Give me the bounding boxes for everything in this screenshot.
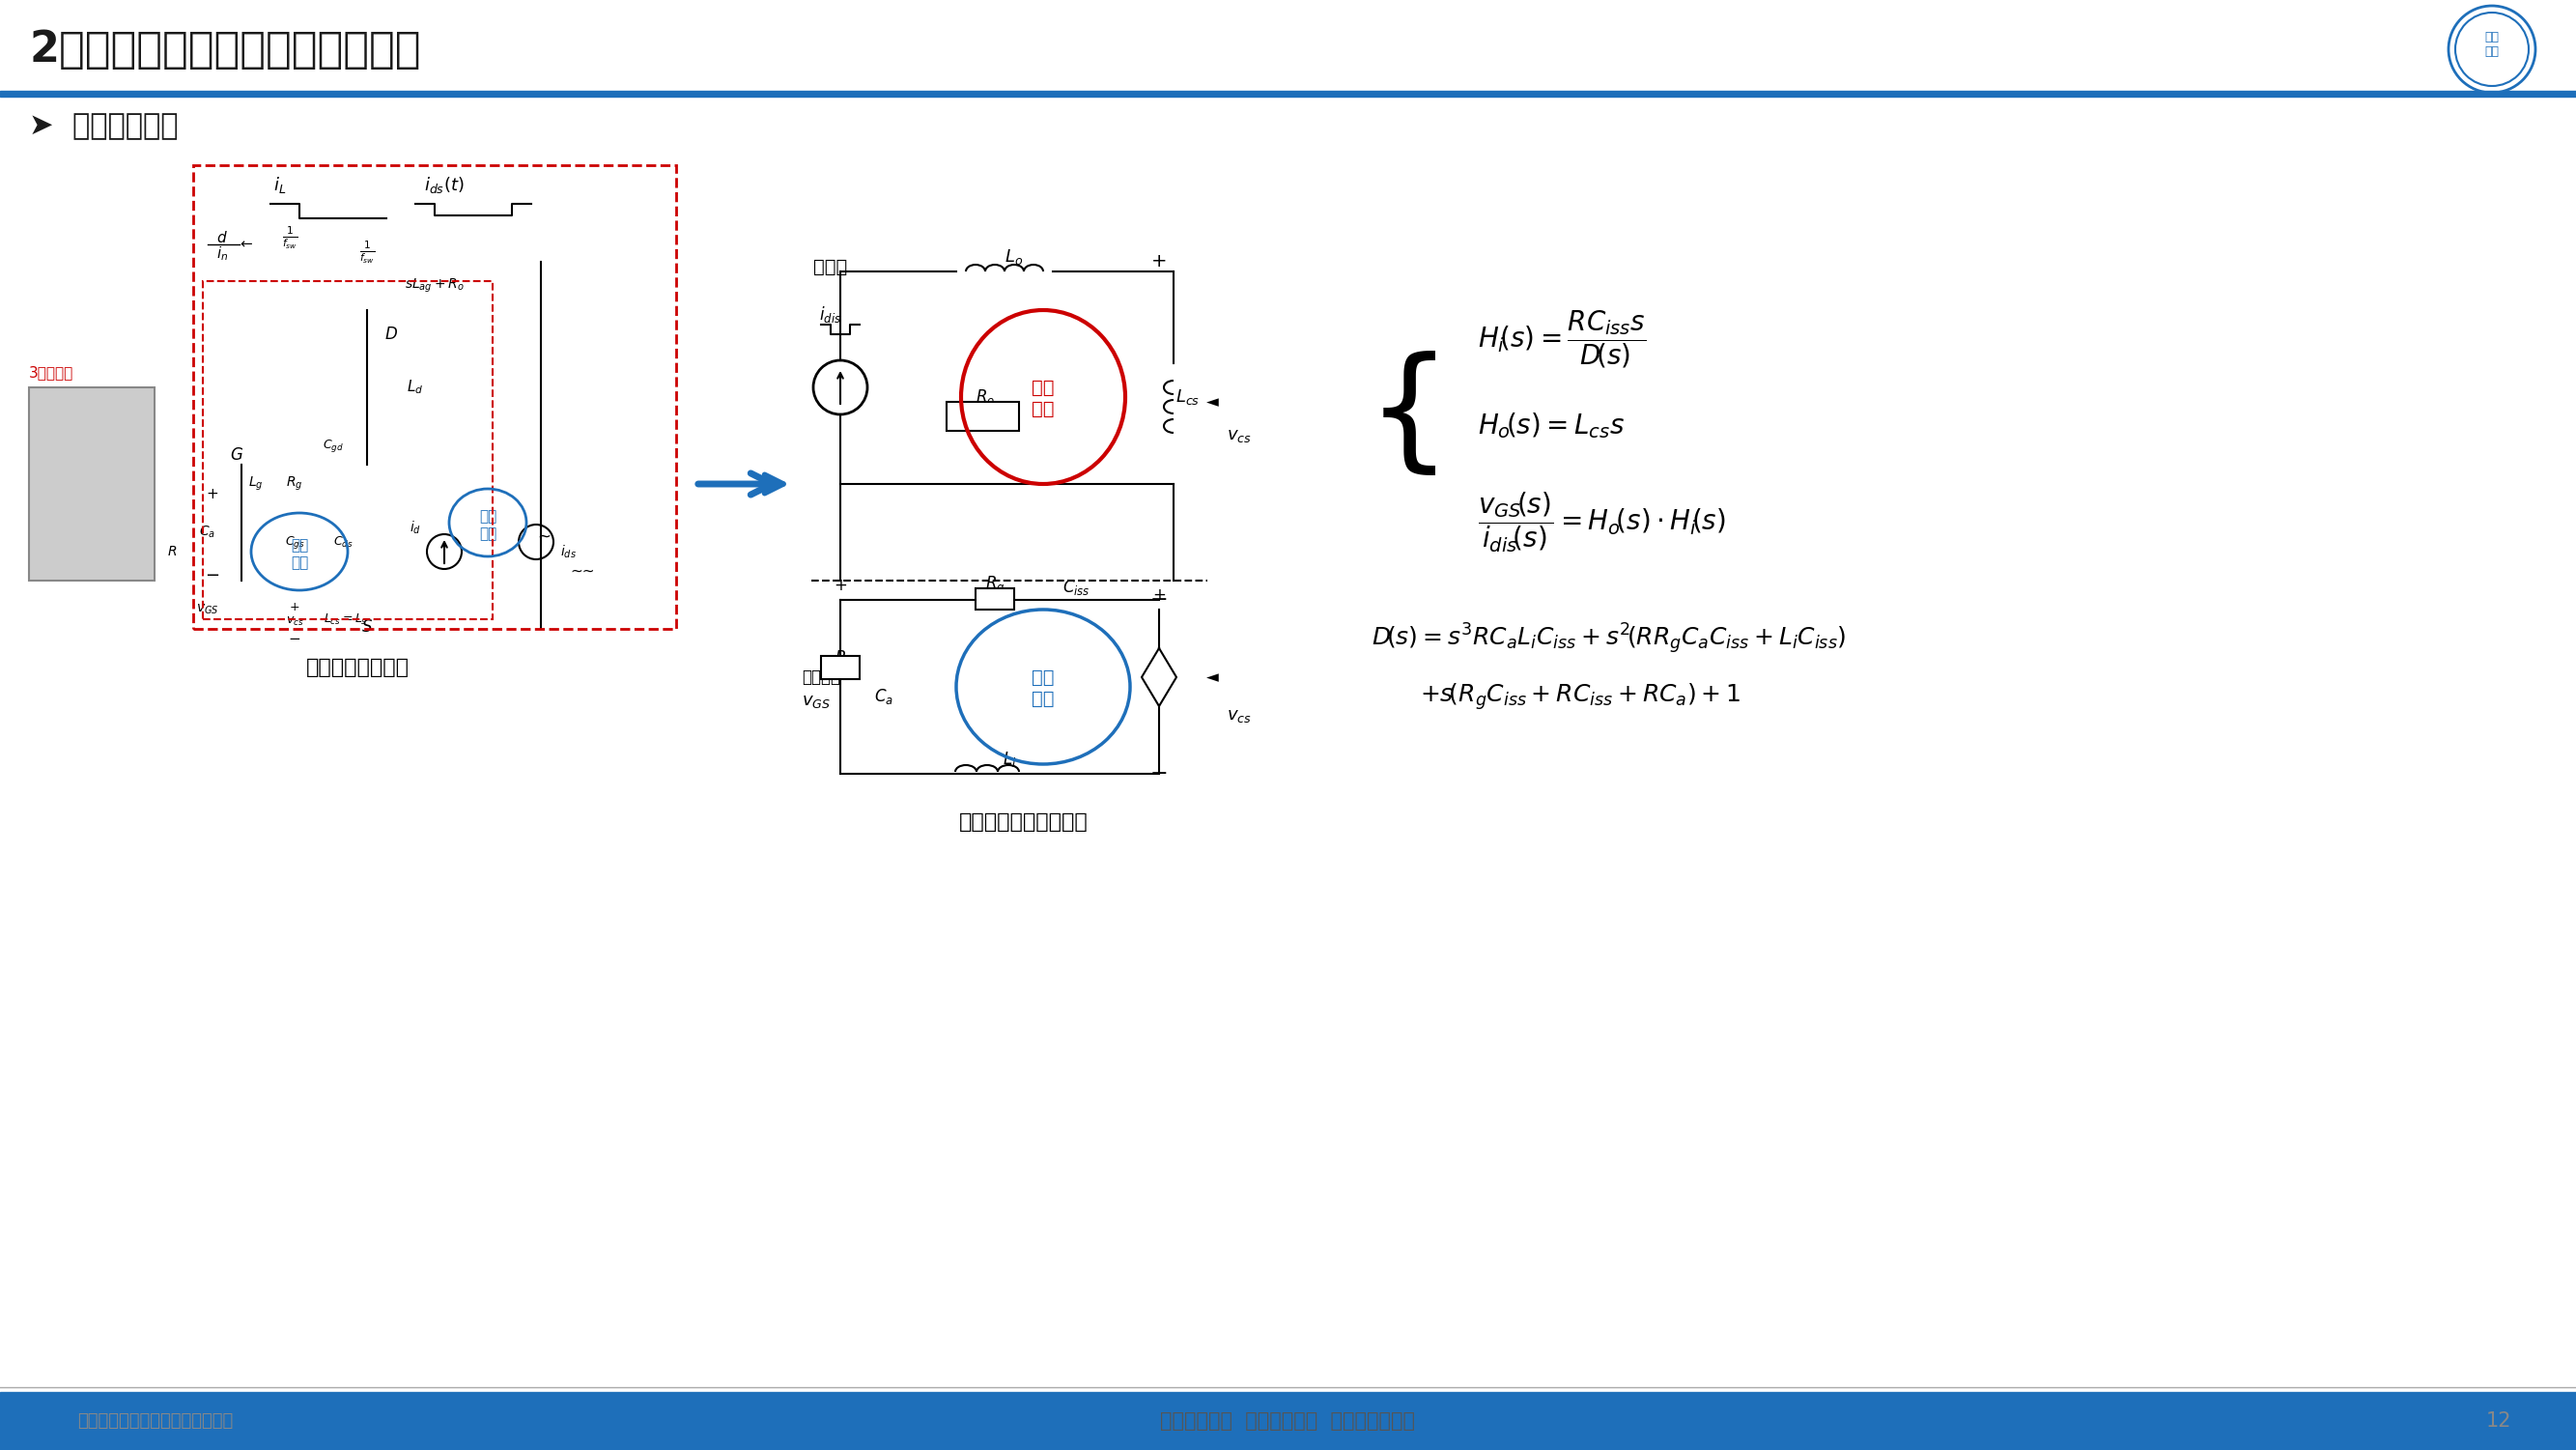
Text: $C_{gs}$: $C_{gs}$ <box>283 534 304 550</box>
Text: $R_g$: $R_g$ <box>984 574 1005 596</box>
Text: −: − <box>206 567 219 584</box>
Text: $R$: $R$ <box>835 650 845 667</box>
Text: $L_d$: $L_d$ <box>407 378 422 396</box>
Text: $C_a$: $C_a$ <box>873 687 894 706</box>
Text: $L_o$: $L_o$ <box>1005 248 1023 267</box>
Text: $L_{cs}$: $L_{cs}$ <box>1175 387 1200 406</box>
Text: $C_{ds}$: $C_{ds}$ <box>332 535 353 550</box>
Text: 3: 源极 $S$: 3: 源极 $S$ <box>28 554 75 568</box>
Text: 北京
交大: 北京 交大 <box>2486 30 2499 58</box>
Text: +: + <box>206 486 219 500</box>
Text: TO-247
package: TO-247 package <box>70 474 113 494</box>
Text: $C_{gd}$: $C_{gd}$ <box>322 436 343 454</box>
Bar <box>0 1392 2576 1450</box>
Text: $i_L$: $i_L$ <box>273 174 286 194</box>
Text: $\dfrac{v_{GS}\!\left(s\right)}{i_{dis}\!\left(s\right)}=H_o\!\left(s\right)\cdo: $\dfrac{v_{GS}\!\left(s\right)}{i_{dis}\… <box>1479 490 1726 555</box>
Text: 回路: 回路 <box>1033 689 1054 708</box>
Text: $R_o$: $R_o$ <box>976 387 994 406</box>
Text: +: + <box>1151 586 1167 603</box>
Text: ~: ~ <box>536 528 551 545</box>
Text: 回路: 回路 <box>1033 399 1054 418</box>
Text: 回路: 回路 <box>291 555 309 570</box>
Text: $C_a$: $C_a$ <box>198 525 216 541</box>
Text: $D$: $D$ <box>384 326 397 344</box>
Text: 干扰路径等效模型: 干扰路径等效模型 <box>307 658 410 677</box>
Text: −: − <box>1149 764 1167 783</box>
Text: $L_g$: $L_g$ <box>247 476 263 493</box>
Text: 中国电工技术学会新媒体平台发布: 中国电工技术学会新媒体平台发布 <box>77 1412 232 1430</box>
Text: $i_{ds}(t)$: $i_{ds}(t)$ <box>425 174 464 194</box>
Text: $i_d$: $i_d$ <box>410 519 420 536</box>
Text: −: − <box>1149 590 1167 609</box>
Text: 1: 栅极 $G$: 1: 栅极 $G$ <box>28 516 75 529</box>
Text: 3引脚封装: 3引脚封装 <box>28 365 75 380</box>
Bar <box>976 589 1015 609</box>
Text: $H_i\!\left(s\right)=\dfrac{RC_{iss}s}{D\!\left(s\right)}$: $H_i\!\left(s\right)=\dfrac{RC_{iss}s}{D… <box>1479 309 1646 370</box>
Text: 功率: 功率 <box>479 509 497 523</box>
Text: 干扰源: 干扰源 <box>814 258 848 276</box>
Text: ◄: ◄ <box>1206 393 1218 410</box>
Text: $\{$: $\{$ <box>1365 352 1435 481</box>
Text: +: + <box>289 602 299 613</box>
Text: $v_{cs}$: $v_{cs}$ <box>1226 426 1252 444</box>
Bar <box>822 655 860 679</box>
Text: $i_{ds}$: $i_{ds}$ <box>559 544 577 560</box>
Text: $i_{dis}$: $i_{dis}$ <box>819 304 842 325</box>
Bar <box>28 387 155 580</box>
Text: 解耦简化后的等效电路: 解耦简化后的等效电路 <box>958 812 1090 832</box>
Text: $v_{GS}$: $v_{GS}$ <box>801 693 829 710</box>
Text: ➤  脉冲电流干扰: ➤ 脉冲电流干扰 <box>28 113 178 141</box>
Text: $\frac{1}{f_{sw}}$: $\frac{1}{f_{sw}}$ <box>358 239 374 265</box>
Text: $\frac{1}{f_{sw}}$: $\frac{1}{f_{sw}}$ <box>281 225 299 251</box>
Text: $H_o\!\left(s\right)=L_{cs}s$: $H_o\!\left(s\right)=L_{cs}s$ <box>1479 412 1625 441</box>
Text: $v_{GS}$: $v_{GS}$ <box>196 603 219 616</box>
Text: $D\!\left(s\right)=s^3RC_aL_iC_{iss}+s^2\!\left(RR_gC_aC_{iss}+L_iC_{iss}\right): $D\!\left(s\right)=s^3RC_aL_iC_{iss}+s^2… <box>1370 621 1847 655</box>
Bar <box>204 281 492 619</box>
Text: $i_n$: $i_n$ <box>216 245 229 262</box>
Text: $C_{iss}$: $C_{iss}$ <box>1061 577 1090 597</box>
Text: +: + <box>1151 252 1167 271</box>
Text: $sL_{ag}+R_o$: $sL_{ag}+R_o$ <box>404 277 464 294</box>
Text: 2: 漏极 $D$: 2: 漏极 $D$ <box>28 535 75 550</box>
Text: $L_i$: $L_i$ <box>1002 750 1018 769</box>
Text: $L_{cs}=L_s$: $L_{cs}=L_s$ <box>325 612 368 626</box>
Text: $+s\!\left(R_gC_{iss}+RC_{iss}+RC_a\right)+1$: $+s\!\left(R_gC_{iss}+RC_{iss}+RC_a\righ… <box>1419 681 1741 712</box>
Text: $S$: $S$ <box>361 618 374 635</box>
Text: 回路: 回路 <box>479 526 497 541</box>
Text: 驱动: 驱动 <box>291 538 309 552</box>
Bar <box>0 91 2576 97</box>
Text: 2、高速开关动作干扰栅极的路径: 2、高速开关动作干扰栅极的路径 <box>28 29 420 70</box>
Text: $R$: $R$ <box>167 545 178 558</box>
Text: ←: ← <box>240 238 252 252</box>
Text: +: + <box>835 577 848 594</box>
Bar <box>945 402 1020 431</box>
Polygon shape <box>1141 648 1177 706</box>
Text: 北京交通大学  电气工程学院  电力电子研究所: 北京交通大学 电气工程学院 电力电子研究所 <box>1159 1411 1414 1431</box>
Text: −: − <box>289 631 301 645</box>
Bar <box>193 165 675 629</box>
Text: 12: 12 <box>2486 1411 2512 1431</box>
Text: 功率: 功率 <box>1033 378 1054 396</box>
Text: $R_g$: $R_g$ <box>286 476 304 493</box>
Text: ~~: ~~ <box>569 564 595 579</box>
Text: 驱动: 驱动 <box>1033 668 1054 686</box>
Text: $v_{cs}$: $v_{cs}$ <box>1226 708 1252 725</box>
FancyArrowPatch shape <box>698 473 773 494</box>
Text: ◄: ◄ <box>1206 668 1218 686</box>
Text: 栅源电压: 栅源电压 <box>801 668 840 686</box>
Text: $d$: $d$ <box>216 231 227 245</box>
Text: $G$: $G$ <box>229 447 242 464</box>
Text: $v_{cs}$: $v_{cs}$ <box>286 615 304 628</box>
